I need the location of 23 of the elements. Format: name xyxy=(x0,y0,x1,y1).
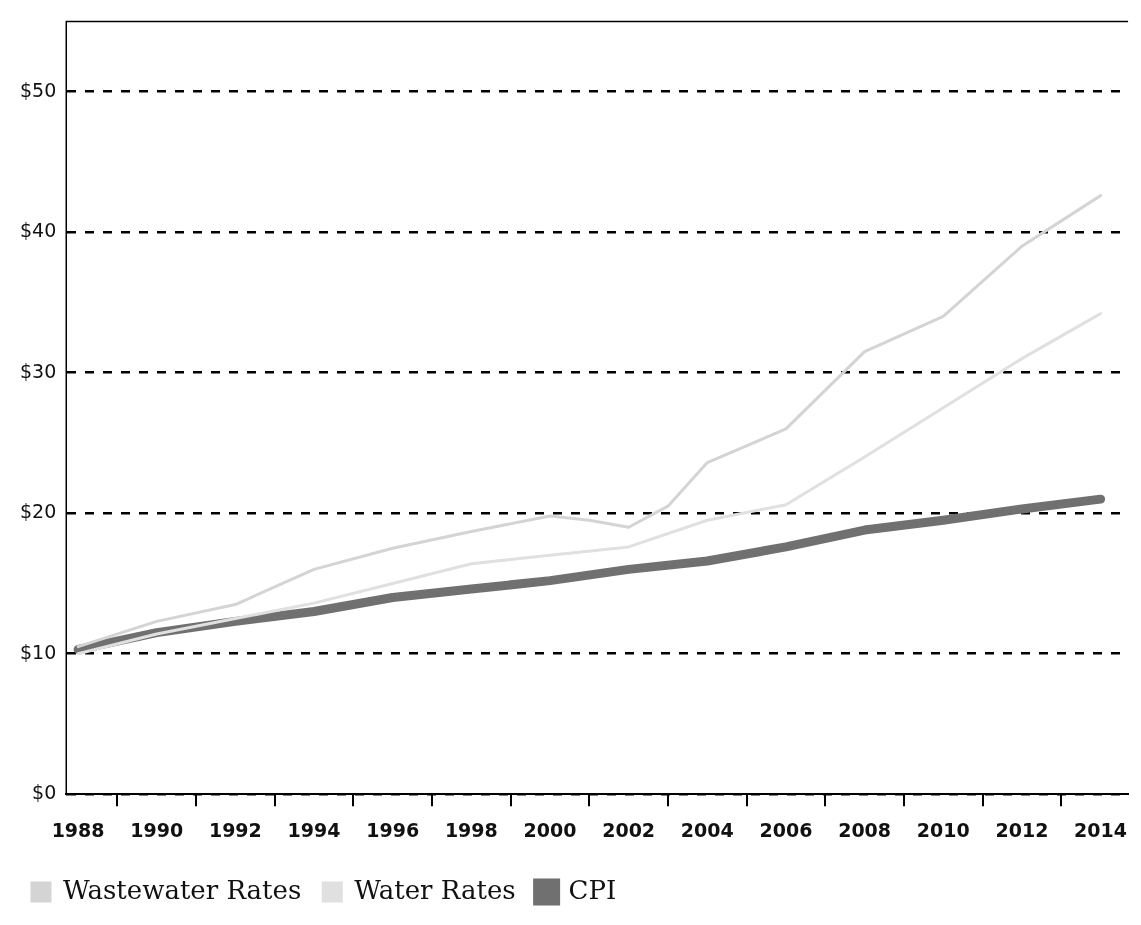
x-tick-label: 2004 xyxy=(680,818,734,841)
x-tick-label: 2000 xyxy=(523,818,577,841)
legend-label: CPI xyxy=(568,874,617,905)
y-tick-label: $0 xyxy=(32,781,57,804)
x-tick-label: 2008 xyxy=(838,818,892,841)
x-tick-label: 1992 xyxy=(208,818,262,841)
y-tick-label: $10 xyxy=(20,640,57,663)
x-tick-label: 1990 xyxy=(130,818,184,841)
x-tick-label: 2010 xyxy=(916,818,970,841)
x-tick-label: 1994 xyxy=(287,818,341,841)
y-tick-label: $20 xyxy=(20,500,57,523)
y-tick-label: $40 xyxy=(20,219,57,242)
legend-label: Wastewater Rates xyxy=(63,874,302,905)
legend-label: Water Rates xyxy=(354,874,516,905)
x-tick-label: 2006 xyxy=(759,818,813,841)
x-tick-label: 1998 xyxy=(444,818,498,841)
x-tick-label: 2014 xyxy=(1074,818,1127,841)
x-tick-label: 2002 xyxy=(602,818,656,841)
x-tick-label: 2012 xyxy=(995,818,1049,841)
x-tick-label: 1996 xyxy=(366,818,420,841)
y-tick-label: $30 xyxy=(20,359,57,382)
y-tick-label: $50 xyxy=(20,78,57,101)
x-tick-label: 1988 xyxy=(51,818,105,841)
